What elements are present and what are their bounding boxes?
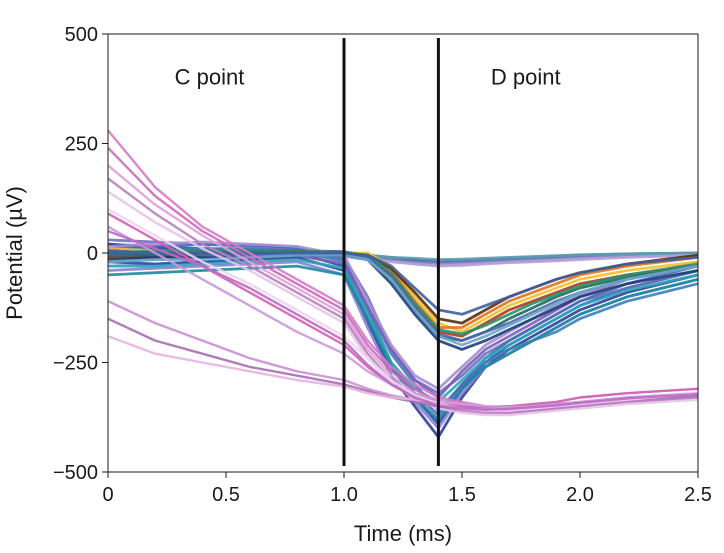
- series-layer: [108, 129, 698, 439]
- series-line-early-dip-9: [108, 264, 698, 421]
- series-line-decay-11: [108, 229, 698, 411]
- x-tick-label: 2.5: [684, 484, 712, 506]
- vline-layer: [342, 38, 440, 466]
- x-tick-label: 1.5: [448, 484, 476, 506]
- y-tick-label: −500: [53, 462, 98, 484]
- y-tick-label: 0: [87, 243, 98, 265]
- x-tick-label: 0: [102, 484, 113, 506]
- y-tick-label: −250: [53, 353, 98, 375]
- ticks-layer: 0 0.5 1.0 1.5 2.0 2.5 500 250 0 −250 −500: [53, 24, 712, 506]
- x-tick-label: 1.0: [330, 484, 358, 506]
- series-line-decay-9: [108, 225, 698, 409]
- y-axis-label: Potential (µV): [2, 186, 27, 320]
- annotation-c-point: C point: [175, 64, 245, 89]
- series-line-early-dip-8: [108, 240, 698, 391]
- x-tick-label: 2.0: [566, 484, 594, 506]
- y-tick-label: 500: [65, 24, 98, 46]
- series-line-late-dip-7: [108, 249, 698, 342]
- x-axis-label: Time (ms): [354, 521, 452, 546]
- y-tick-label: 250: [65, 134, 98, 156]
- x-tick-label: 0.5: [212, 484, 240, 506]
- annotation-d-point: D point: [491, 64, 561, 89]
- series-line-late-dip-5: [108, 249, 698, 336]
